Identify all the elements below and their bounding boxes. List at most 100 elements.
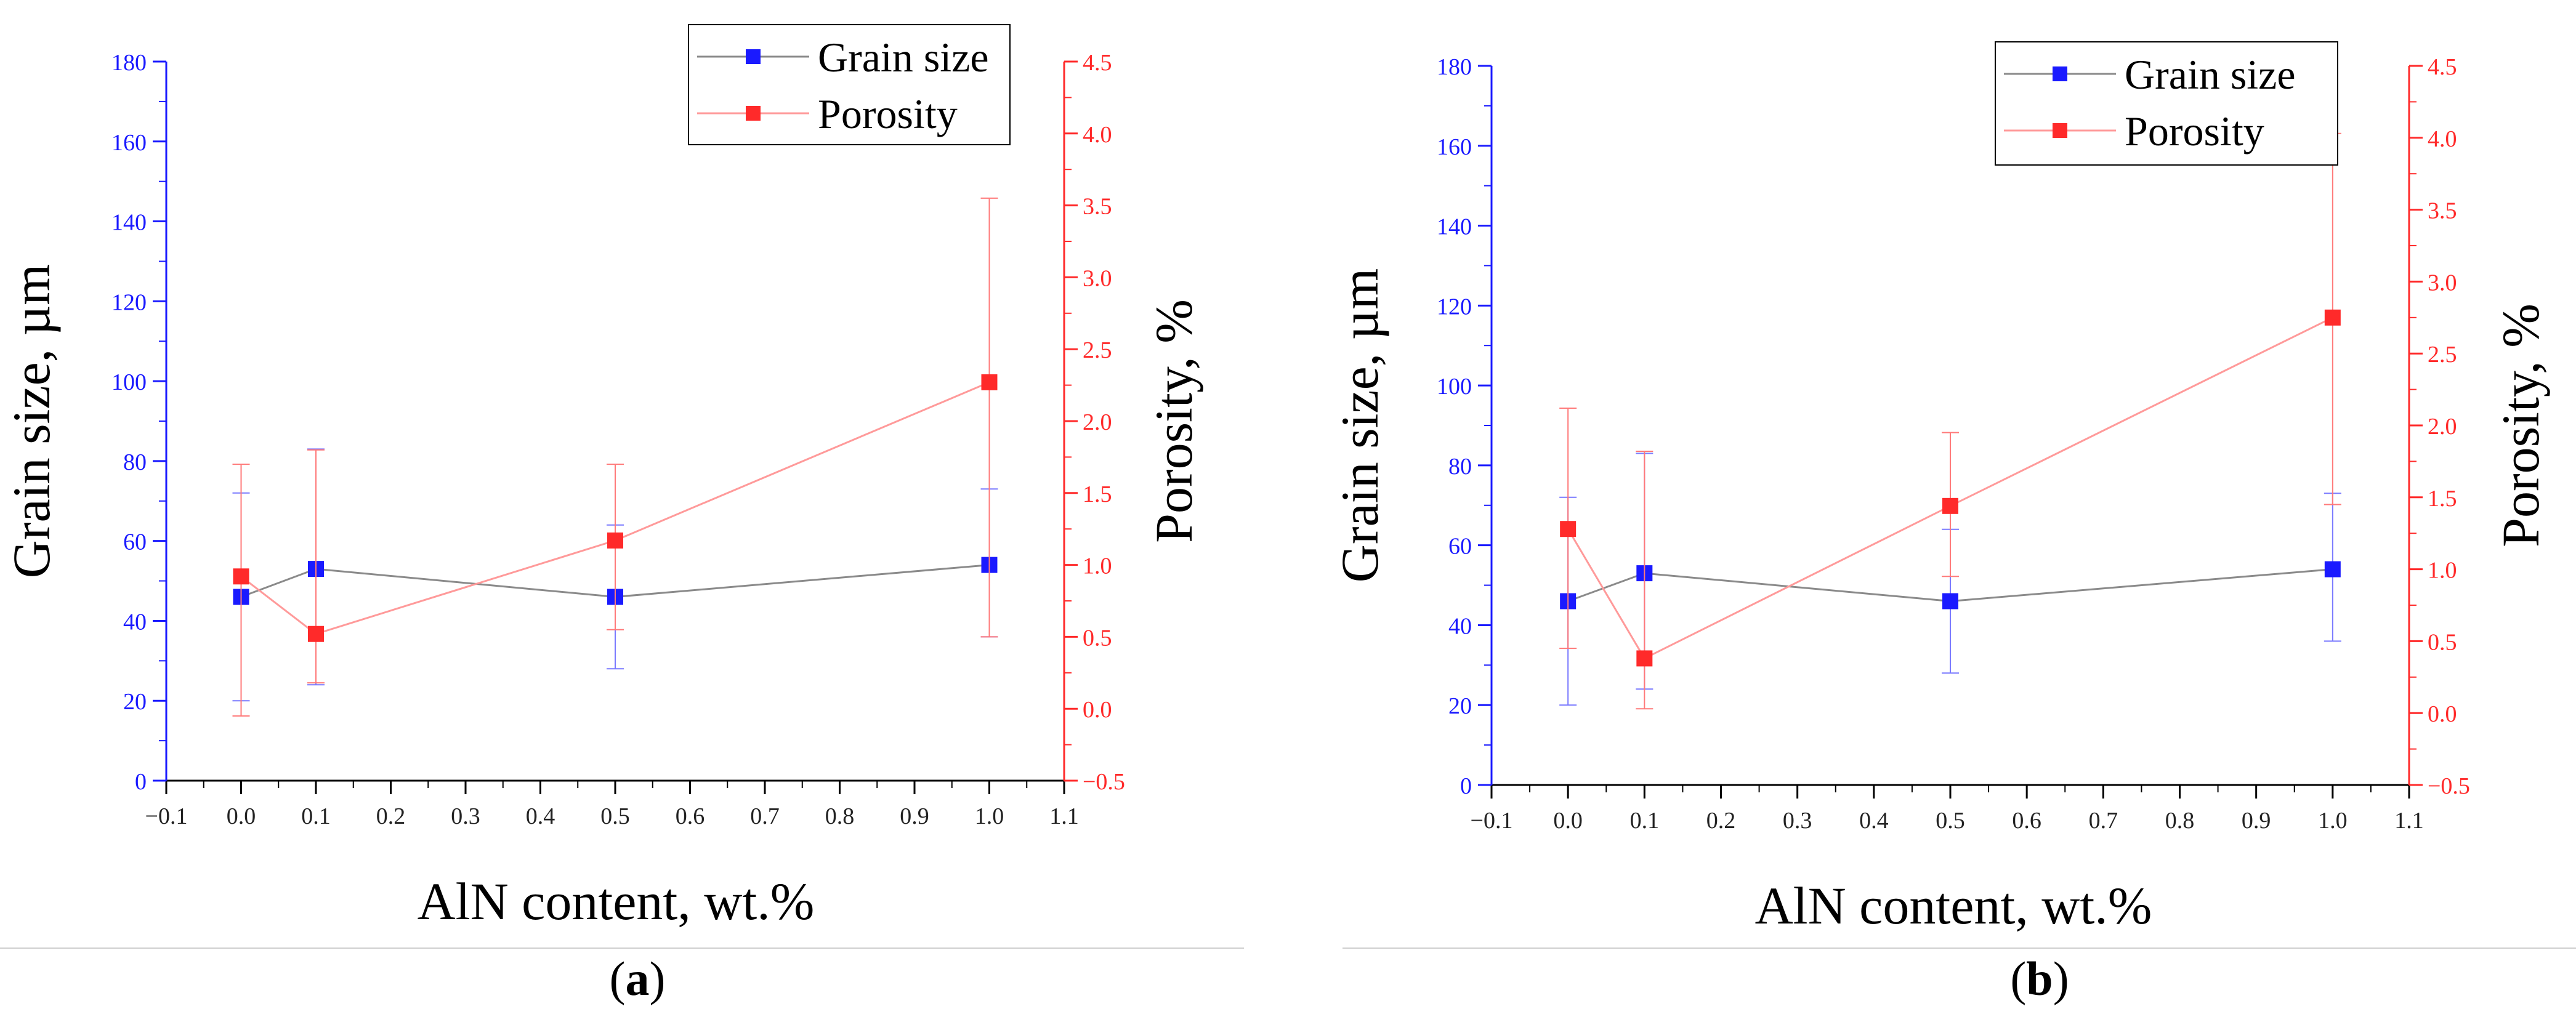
y-right-tick-label: 3.0 — [1083, 265, 1112, 291]
legend-label: Grain size — [2125, 51, 2296, 98]
y-right-tick-label: 3.5 — [1083, 194, 1112, 220]
grain-size-point — [1942, 593, 1958, 610]
x-tick-label: 0.8 — [2165, 808, 2195, 834]
y-left-tick-label: 20 — [1448, 693, 1472, 719]
x-tick-label: 0.1 — [301, 803, 331, 829]
y-right-tick-label: 2.5 — [1083, 337, 1112, 363]
y-left-tick-label: 60 — [1448, 534, 1472, 560]
y-left-tick-label: 180 — [111, 50, 147, 76]
y-left-tick-label: 140 — [111, 210, 147, 236]
legend-marker — [746, 106, 761, 121]
y-right-tick-label: 1.0 — [1083, 553, 1112, 579]
y-right-tick-label: 0.0 — [1083, 697, 1112, 723]
x-tick-label: 0.0 — [227, 803, 256, 829]
y-right-tick-label: 3.5 — [2428, 198, 2457, 224]
y-right-tick-label: −0.5 — [1083, 769, 1125, 795]
y-right-tick-label: 1.5 — [1083, 481, 1112, 507]
x-tick-label: 0.6 — [676, 803, 705, 829]
legend-marker — [2053, 123, 2067, 138]
y-right-tick-label: 4.5 — [1083, 50, 1112, 76]
y-left-tick-label: 0 — [135, 769, 147, 795]
y-right-tick-label: 4.5 — [2428, 54, 2457, 80]
y-right-tick-label: 0.5 — [2428, 629, 2457, 655]
panel-caption-a: (a) — [609, 952, 666, 1005]
x-tick-label: 0.5 — [600, 803, 630, 829]
y-right-tick-label: 4.0 — [1083, 122, 1112, 148]
x-tick-label: 0.7 — [750, 803, 780, 829]
y-right-axis-title: Porosity, % — [1144, 299, 1203, 543]
x-tick-label: 0.1 — [1630, 808, 1660, 834]
x-tick-label: −0.1 — [1471, 808, 1513, 834]
y-left-tick-label: 100 — [111, 369, 147, 395]
y-left-tick-label: 160 — [1437, 134, 1472, 160]
chart-b: −0.1 0.0 0.1 0.2 0.3 0.4 0.5 0.6 0.7 0.8 0.9 1.0 1.1… — [1330, 41, 2550, 935]
x-axis-title: AlN content, wt.% — [1755, 876, 2152, 935]
y-left-tick-label: 120 — [111, 289, 147, 315]
x-tick-label: 1.0 — [975, 803, 1004, 829]
x-tick-label: 0.9 — [900, 803, 929, 829]
porosity-point — [1560, 521, 1577, 537]
y-right-tick-label: 2.5 — [2428, 342, 2457, 368]
y-left-tick-label: 140 — [1437, 214, 1472, 240]
x-tick-label: 1.1 — [2394, 808, 2424, 834]
y-left-axis-title: Grain size, µm — [2, 264, 61, 578]
x-tick-label: 0.9 — [2242, 808, 2271, 834]
y-left-tick-label: 20 — [123, 689, 147, 715]
chart-panel-b: −0.1 0.0 0.1 0.2 0.3 0.4 0.5 0.6 0.7 0.8 0.9 1.0 1.1… — [1288, 0, 2576, 1030]
porosity-point — [1942, 497, 1958, 514]
x-tick-label: 0.5 — [1936, 808, 1965, 834]
y-left-tick-label: 60 — [123, 529, 147, 555]
porosity-point — [607, 532, 623, 549]
grain-size-line — [1567, 568, 2333, 603]
x-tick-label: 0.3 — [1783, 808, 1812, 834]
y-left-tick-label: 180 — [1437, 54, 1472, 80]
x-tick-label: −0.1 — [145, 803, 188, 829]
x-axis-title: AlN content, wt.% — [418, 872, 815, 931]
legend-marker — [746, 49, 761, 64]
legend-label: Porosity — [818, 91, 958, 137]
y-left-tick-label: 0 — [1460, 773, 1472, 799]
y-right-tick-label: −0.5 — [2428, 773, 2470, 799]
y-right-axis-title: Porosity, % — [2491, 304, 2550, 547]
x-tick-label: 0.2 — [1706, 808, 1736, 834]
grain-size-line — [240, 564, 990, 598]
porosity-point — [308, 626, 324, 642]
y-right-tick-label: 1.0 — [2428, 558, 2457, 584]
x-tick-label: 0.6 — [2012, 808, 2041, 834]
x-tick-label: 0.8 — [825, 803, 855, 829]
x-tick-label: 0.4 — [1859, 808, 1889, 834]
y-left-tick-label: 160 — [111, 130, 147, 156]
legend-label: Porosity — [2125, 108, 2264, 155]
porosity-point — [1636, 650, 1653, 667]
x-tick-label: 0.7 — [2089, 808, 2118, 834]
y-right-tick-label: 3.0 — [2428, 270, 2457, 296]
y-right-tick-label: 2.0 — [2428, 414, 2457, 440]
y-left-tick-label: 100 — [1437, 374, 1472, 400]
legend-box — [1995, 41, 2338, 166]
porosity-line — [1567, 316, 2333, 660]
y-left-tick-label: 80 — [1448, 454, 1472, 480]
y-left-tick-label: 120 — [1437, 294, 1472, 320]
x-tick-label: 0.4 — [526, 803, 555, 829]
panel-caption-b: (b) — [2010, 952, 2069, 1005]
grain-size-point — [2324, 561, 2341, 577]
x-tick-label: 1.0 — [2318, 808, 2348, 834]
x-tick-label: 0.3 — [451, 803, 480, 829]
y-left-tick-label: 40 — [1448, 613, 1472, 639]
x-tick-label: 1.1 — [1049, 803, 1079, 829]
y-left-axis-title: Grain size, µm — [1330, 268, 1389, 582]
porosity-point — [981, 374, 998, 390]
legend-box — [688, 24, 1011, 145]
y-left-tick-label: 40 — [123, 609, 147, 635]
y-left-tick-label: 80 — [123, 449, 147, 475]
y-right-tick-label: 2.0 — [1083, 409, 1112, 435]
panel-a-divider — [0, 948, 1244, 949]
porosity-point — [2324, 309, 2341, 326]
legend-label: Grain size — [818, 34, 989, 81]
y-right-tick-label: 4.0 — [2428, 126, 2457, 152]
porosity-point — [233, 568, 249, 585]
x-tick-label: 0.2 — [376, 803, 406, 829]
y-right-tick-label: 0.5 — [1083, 625, 1112, 651]
porosity-line — [240, 381, 990, 635]
y-right-tick-label: 1.5 — [2428, 486, 2457, 512]
